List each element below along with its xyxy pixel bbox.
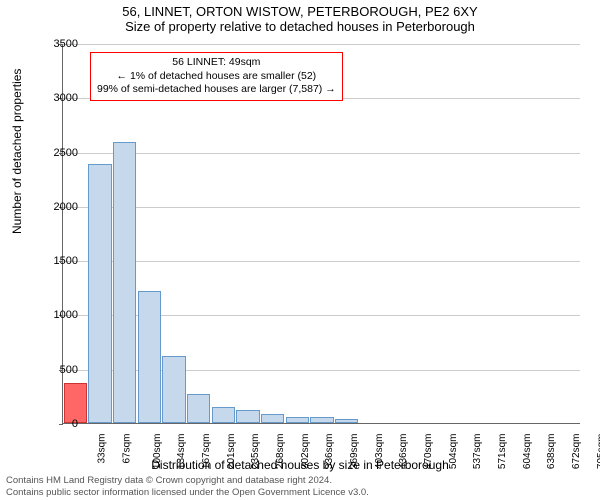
annotation-line-1: 56 LINNET: 49sqm	[97, 56, 336, 70]
y-tick-label: 0	[38, 418, 78, 430]
bar	[64, 383, 88, 423]
y-tick-label: 2000	[38, 201, 78, 213]
y-tick-label: 1500	[38, 255, 78, 267]
bar	[335, 419, 359, 423]
bar	[236, 410, 260, 423]
bar	[113, 142, 137, 423]
grid-line	[63, 44, 580, 45]
bar	[261, 414, 285, 423]
title-line-2: Size of property relative to detached ho…	[0, 19, 600, 34]
bar	[138, 291, 162, 423]
y-tick-label: 3500	[38, 38, 78, 50]
chart-area: 33sqm67sqm100sqm134sqm167sqm201sqm235sqm…	[62, 44, 580, 424]
footer-line-1: Contains HM Land Registry data © Crown c…	[6, 475, 369, 486]
bar	[286, 417, 310, 423]
y-tick-label: 500	[38, 364, 78, 376]
grid-line	[63, 153, 580, 154]
y-axis-label: Number of detached properties	[10, 69, 24, 234]
bar	[162, 356, 186, 423]
footer: Contains HM Land Registry data © Crown c…	[6, 475, 369, 498]
annotation-box: 56 LINNET: 49sqm ← 1% of detached houses…	[90, 52, 343, 101]
plot: 33sqm67sqm100sqm134sqm167sqm201sqm235sqm…	[62, 44, 580, 424]
title-line-1: 56, LINNET, ORTON WISTOW, PETERBOROUGH, …	[0, 4, 600, 19]
annotation-line-3: 99% of semi-detached houses are larger (…	[97, 83, 336, 97]
y-tick-label: 2500	[38, 147, 78, 159]
bar	[212, 407, 236, 423]
bar	[310, 417, 334, 423]
annotation-line-2: ← 1% of detached houses are smaller (52)	[97, 70, 336, 84]
bar	[187, 394, 211, 423]
bar	[88, 164, 112, 423]
grid-line	[63, 207, 580, 208]
y-tick-label: 1000	[38, 309, 78, 321]
x-axis-label: Distribution of detached houses by size …	[0, 458, 600, 472]
footer-line-2: Contains public sector information licen…	[6, 487, 369, 498]
y-tick-label: 3000	[38, 92, 78, 104]
title-block: 56, LINNET, ORTON WISTOW, PETERBOROUGH, …	[0, 0, 600, 34]
grid-line	[63, 261, 580, 262]
